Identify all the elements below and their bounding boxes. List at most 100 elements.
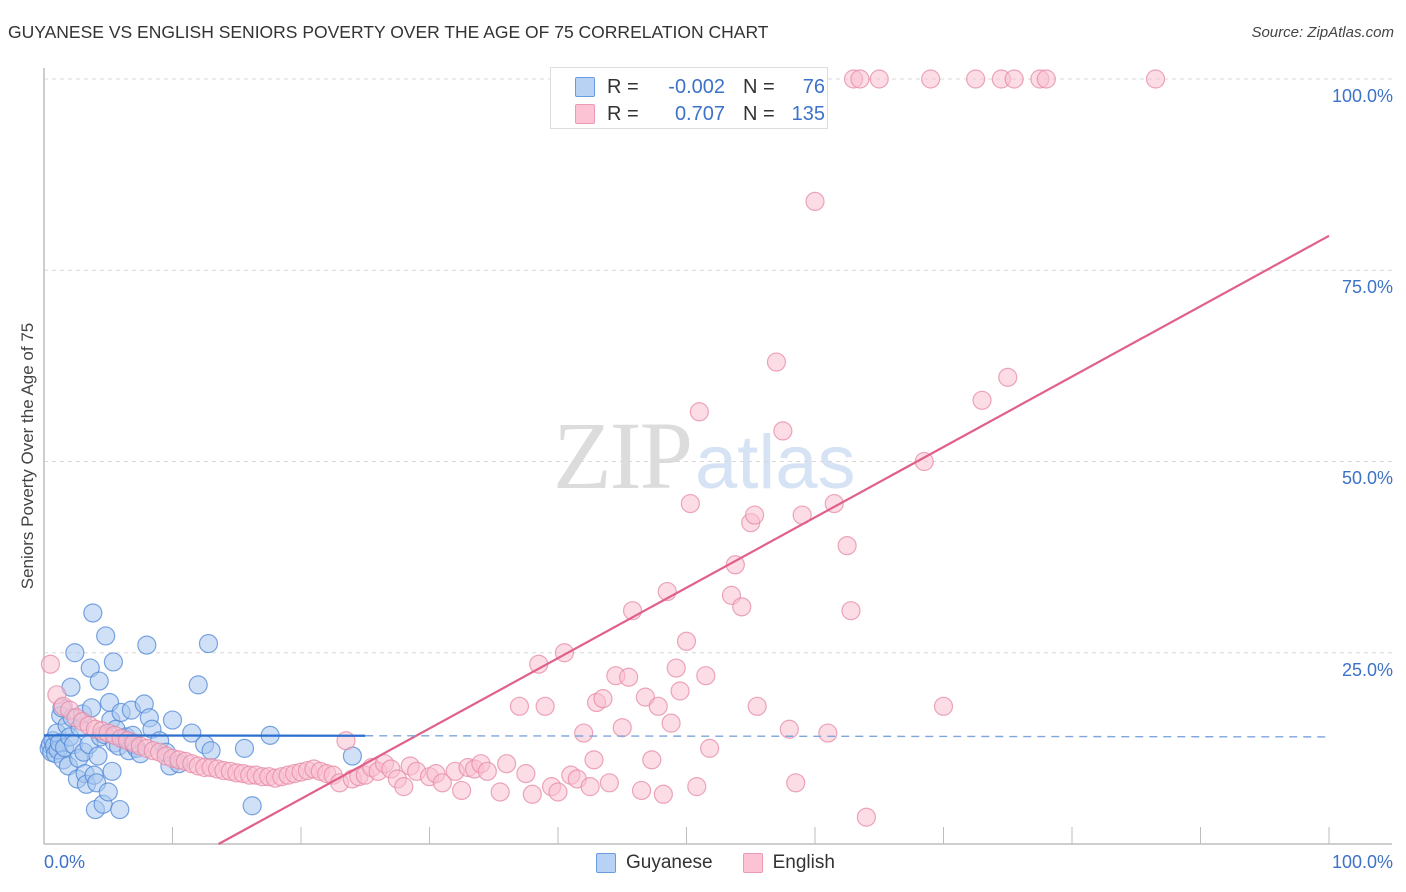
- data-point: [96, 626, 116, 646]
- data-point: [732, 597, 752, 617]
- y-tick-25: 25.0%: [1341, 660, 1393, 680]
- series-legend: Guyanese English: [596, 852, 865, 874]
- data-point: [490, 782, 510, 802]
- source-credit: Source: ZipAtlas.com: [1251, 24, 1394, 41]
- gridlines: [44, 78, 1392, 654]
- data-point: [653, 784, 673, 804]
- english-swatch-icon: [742, 853, 763, 873]
- data-point: [102, 761, 122, 781]
- data-point: [40, 654, 61, 674]
- n-value-english: 135: [791, 102, 825, 125]
- data-point: [869, 69, 889, 89]
- data-point: [966, 69, 986, 89]
- data-point: [689, 402, 709, 422]
- data-point: [619, 667, 639, 687]
- legend-row-guyanese: R = -0.002 N = 76: [575, 75, 825, 99]
- data-point: [584, 750, 604, 770]
- guyanese-swatch-icon: [596, 853, 616, 873]
- data-point: [516, 764, 536, 784]
- correlation-legend: R = -0.002 N = 76 R = 0.707 N = 135: [550, 67, 828, 129]
- guyanese-swatch-icon: [575, 77, 595, 97]
- data-point: [432, 773, 452, 793]
- data-point: [676, 631, 697, 651]
- data-point: [548, 782, 568, 802]
- data-point: [477, 761, 497, 781]
- data-point: [497, 754, 517, 774]
- legend-item-english[interactable]: English: [742, 852, 835, 874]
- legend-item-guyanese[interactable]: Guyanese: [596, 852, 713, 874]
- r-value-guyanese: -0.002: [668, 75, 725, 98]
- data-point: [998, 367, 1018, 387]
- guyanese-points: [39, 603, 362, 820]
- data-point: [766, 352, 787, 372]
- data-point: [198, 633, 219, 654]
- data-point: [98, 782, 118, 802]
- data-point: [234, 738, 255, 758]
- legend-label-guyanese: Guyanese: [626, 852, 713, 873]
- data-point: [574, 723, 594, 743]
- data-point: [661, 713, 681, 733]
- data-point: [242, 796, 262, 816]
- y-tick-50: 50.0%: [1341, 468, 1393, 488]
- data-point: [580, 777, 600, 797]
- data-point: [773, 421, 793, 441]
- english-trend-line: [218, 234, 1330, 845]
- english-points: [40, 69, 1166, 827]
- data-point: [1145, 69, 1166, 89]
- data-point: [666, 658, 686, 678]
- data-point: [680, 493, 700, 514]
- data-point: [972, 390, 992, 410]
- data-point: [670, 681, 690, 701]
- data-point: [83, 603, 103, 623]
- data-point: [103, 652, 123, 672]
- data-point: [921, 69, 941, 89]
- guyanese-trend-line-dashed: [365, 735, 1330, 738]
- data-point: [110, 799, 130, 820]
- n-label: N =: [743, 75, 775, 98]
- data-point: [188, 675, 208, 695]
- data-point: [612, 718, 632, 738]
- data-point: [631, 780, 652, 801]
- data-point: [642, 750, 662, 770]
- data-point: [786, 773, 806, 793]
- trend-lines: [43, 234, 1330, 845]
- data-point: [850, 69, 870, 89]
- data-point: [65, 643, 85, 663]
- data-point: [182, 723, 202, 743]
- chart-title: GUYANESE VS ENGLISH SENIORS POVERTY OVER…: [8, 22, 769, 42]
- data-point: [648, 696, 668, 716]
- data-point: [687, 777, 707, 797]
- data-point: [162, 710, 183, 730]
- data-point: [1036, 69, 1056, 89]
- data-point: [80, 658, 100, 678]
- data-point: [452, 780, 472, 801]
- x-tick-min: 0.0%: [44, 852, 86, 872]
- x-tick-max: 100.0%: [1331, 852, 1393, 872]
- data-point: [89, 671, 109, 691]
- data-point: [336, 731, 356, 751]
- data-point: [201, 741, 221, 761]
- r-value-english: 0.707: [674, 102, 725, 125]
- data-point: [747, 696, 767, 716]
- legend-label-english: English: [772, 852, 835, 873]
- axes-lines: [43, 68, 1392, 845]
- data-point: [933, 696, 954, 716]
- data-point: [700, 738, 720, 758]
- data-point: [696, 666, 716, 686]
- english-swatch-icon: [575, 104, 595, 124]
- data-point: [535, 696, 555, 716]
- data-point: [1004, 69, 1024, 89]
- data-point: [837, 536, 857, 556]
- data-point: [394, 777, 414, 797]
- y-tick-75: 75.0%: [1341, 277, 1393, 297]
- legend-row-english: R = 0.707 N = 135: [575, 102, 825, 126]
- data-point: [509, 696, 530, 716]
- r-label: R =: [607, 102, 639, 125]
- data-point: [745, 505, 765, 525]
- data-point: [593, 689, 613, 709]
- data-point: [841, 601, 861, 621]
- n-value-guyanese: 76: [802, 75, 825, 98]
- data-point: [88, 746, 108, 766]
- data-point: [805, 191, 825, 211]
